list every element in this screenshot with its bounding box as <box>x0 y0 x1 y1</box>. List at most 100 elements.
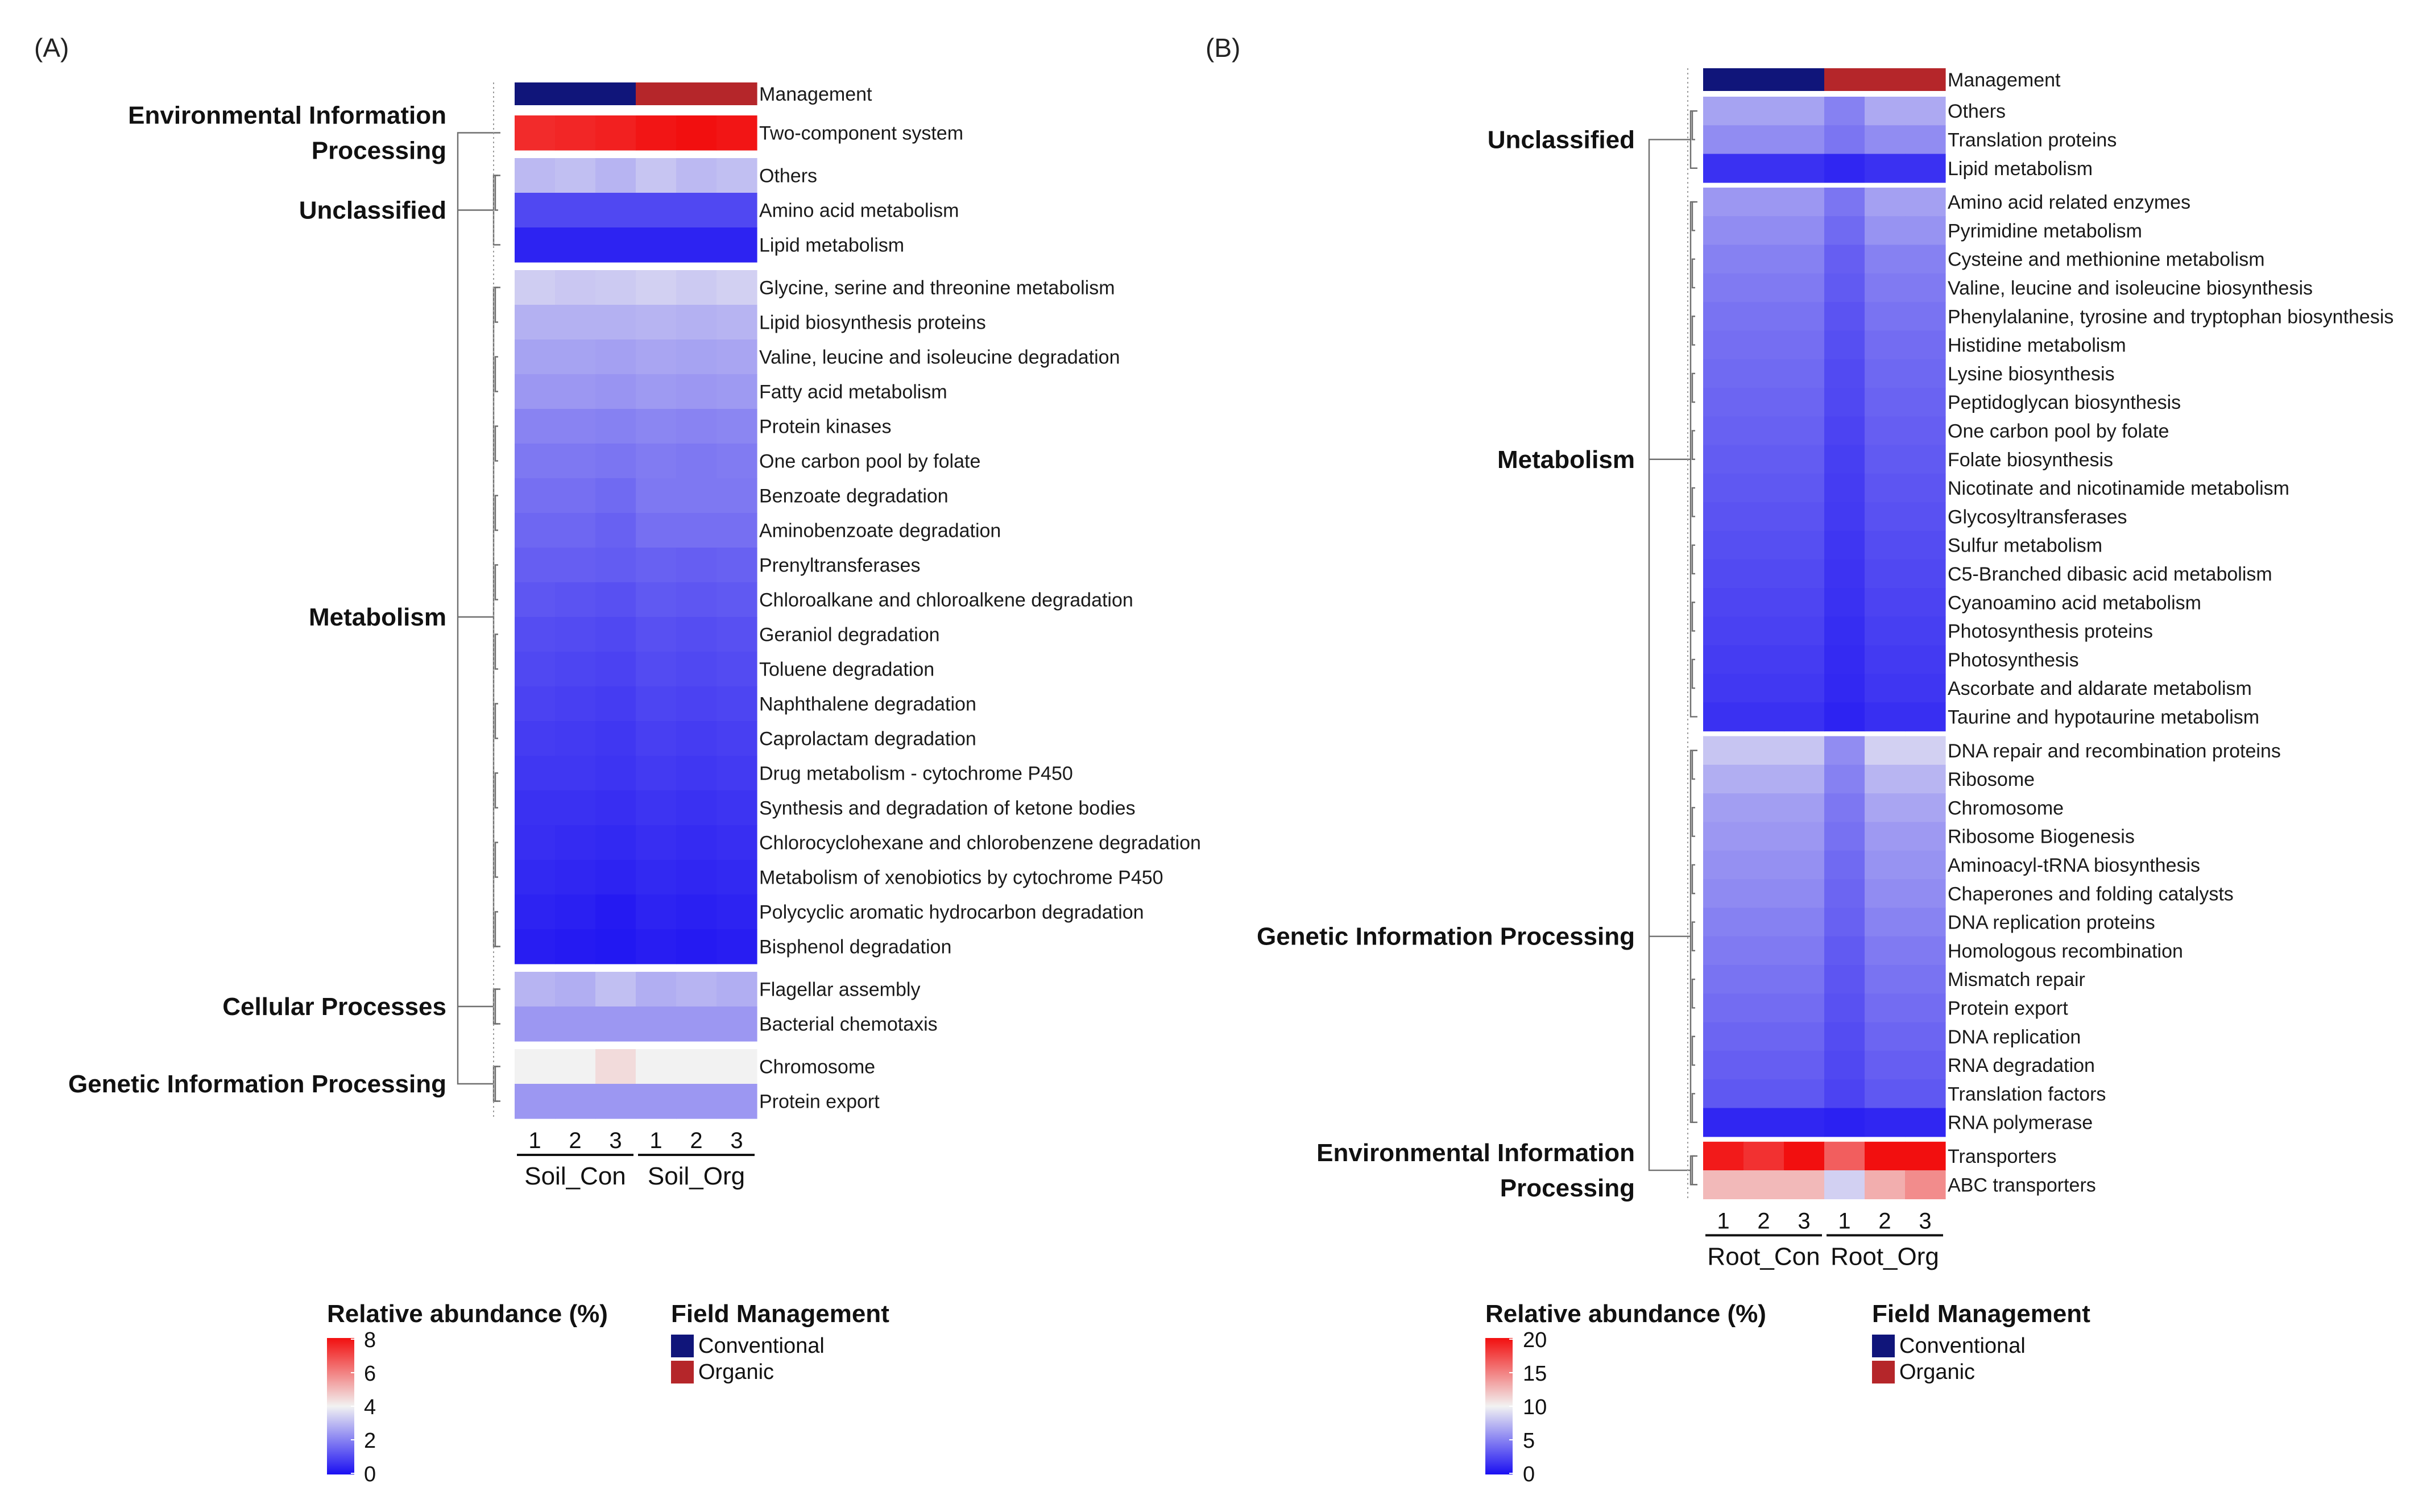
heatmap-cell <box>595 825 636 860</box>
heatmap-cell <box>515 617 556 652</box>
heatmap-cell <box>1824 993 1865 1023</box>
heatmap-cell <box>717 582 757 618</box>
category-label: Metabolism <box>309 603 446 631</box>
heatmap-cell <box>1703 764 1744 794</box>
heatmap-cell <box>636 115 677 151</box>
row-label: Drug metabolism - cytochrome P450 <box>759 763 1073 785</box>
heatmap-cell <box>1824 1141 1865 1171</box>
management-cell <box>595 82 636 105</box>
heatmap-b-row-labels: Management Others Translation proteins Lipi… <box>1948 69 2393 1196</box>
heatmap-cell <box>1824 125 1865 155</box>
row-label: Translation factors <box>1948 1083 2106 1105</box>
heatmap-cell <box>1865 1050 1906 1080</box>
heatmap-cell <box>636 548 677 583</box>
heatmap-cell <box>1703 245 1744 274</box>
heatmap-cell <box>555 894 596 930</box>
heatmap-a-cells <box>515 82 757 1119</box>
heatmap-cell <box>1703 330 1744 360</box>
group-label: Root_Org <box>1831 1242 1939 1270</box>
heatmap-cell <box>1784 416 1825 446</box>
heatmap-cell <box>1743 359 1784 388</box>
heatmap-cell <box>717 860 757 895</box>
heatmap-cell <box>1703 416 1744 446</box>
heatmap-cell <box>515 929 556 964</box>
heatmap-cell <box>1703 97 1744 126</box>
heatmap-cell <box>1865 616 1906 646</box>
heatmap-cell <box>1824 388 1865 417</box>
heatmap-cell <box>555 548 596 583</box>
heatmap-cell <box>1784 473 1825 503</box>
category-label: Unclassified <box>299 197 446 225</box>
row-label: RNA polymerase <box>1948 1112 2093 1134</box>
row-label: Benzoate degradation <box>759 486 949 507</box>
heatmap-cell <box>595 374 636 409</box>
heatmap-cell <box>515 894 556 930</box>
heatmap-cell <box>1865 1022 1906 1051</box>
heatmap-cell <box>1905 764 1946 794</box>
heatmap-cell <box>1865 1170 1906 1199</box>
dendrogram-branch <box>494 842 498 878</box>
heatmap-cell <box>1824 965 1865 994</box>
heatmap-cell <box>1743 125 1784 155</box>
heatmap-cell <box>1865 1079 1906 1109</box>
heatmap-cell <box>515 478 556 513</box>
heatmap-cell <box>515 374 556 409</box>
heatmap-cell <box>1784 793 1825 823</box>
heatmap-cell <box>1905 416 1946 446</box>
row-label: Mismatch repair <box>1948 969 2085 991</box>
heatmap-cell <box>1905 616 1946 646</box>
panel-b: (B) Management Others Translation proteins… <box>1206 33 2393 1486</box>
heatmap-cell <box>1784 736 1825 765</box>
heatmap-cell <box>1784 125 1825 155</box>
heatmap-cell <box>555 860 596 895</box>
dendrogram-branch <box>1691 864 1695 894</box>
row-label: Others <box>759 165 817 187</box>
heatmap-cell <box>1784 616 1825 646</box>
dendrogram-branch <box>494 425 498 462</box>
category-label: Metabolism <box>1497 446 1635 474</box>
heatmap-b-legend: Relative abundance (%)20 15 10 5 0 Field Mana… <box>1485 1300 2090 1486</box>
row-label: Chlorocyclohexane and chlorobenzene degr… <box>759 832 1201 854</box>
row-label: Aminoacyl-tRNA biosynthesis <box>1948 855 2200 876</box>
heatmap-cell <box>1824 445 1865 474</box>
heatmap-cell <box>1703 879 1744 908</box>
heatmap-cell <box>515 825 556 860</box>
dendrogram-branch <box>494 703 498 739</box>
heatmap-cell <box>515 305 556 340</box>
heatmap-cell <box>636 444 677 479</box>
row-label: Protein kinases <box>759 416 891 438</box>
heatmap-cell <box>555 374 596 409</box>
heatmap-cell <box>1905 359 1946 388</box>
row-label: Glycosyltransferases <box>1948 506 2127 528</box>
heatmap-cell <box>1865 359 1906 388</box>
management-cell <box>515 82 556 105</box>
legend-tick-label: 8 <box>364 1328 376 1352</box>
heatmap-cell <box>515 513 556 548</box>
row-label: Valine, leucine and isoleucine degradati… <box>759 347 1120 368</box>
heatmap-cell <box>717 929 757 964</box>
heatmap-cell <box>555 270 596 305</box>
column-number: 1 <box>1838 1208 1850 1233</box>
heatmap-cell <box>676 894 717 930</box>
management-cell <box>636 82 677 105</box>
heatmap-cell <box>1905 1050 1946 1080</box>
heatmap-cell <box>515 158 556 193</box>
row-label: Polycyclic aromatic hydrocarbon degradat… <box>759 902 1144 923</box>
heatmap-cell <box>636 652 677 687</box>
heatmap-cell <box>515 582 556 618</box>
heatmap-cell <box>1865 1108 1906 1137</box>
management-row-label: Management <box>759 84 872 105</box>
management-row-label: Management <box>1948 69 2061 91</box>
heatmap-cell <box>717 227 757 263</box>
dendrogram-branch <box>494 564 498 600</box>
row-label: Lysine biosynthesis <box>1948 363 2115 385</box>
dendrogram-branch <box>1691 258 1695 289</box>
heatmap-cell <box>1784 702 1825 732</box>
heatmap-cell <box>1865 559 1906 589</box>
heatmap-cell <box>1703 388 1744 417</box>
heatmap-cell <box>1703 473 1744 503</box>
heatmap-cell <box>717 270 757 305</box>
heatmap-cell <box>636 374 677 409</box>
row-label: Phenylalanine, tyrosine and tryptophan b… <box>1948 306 2393 328</box>
